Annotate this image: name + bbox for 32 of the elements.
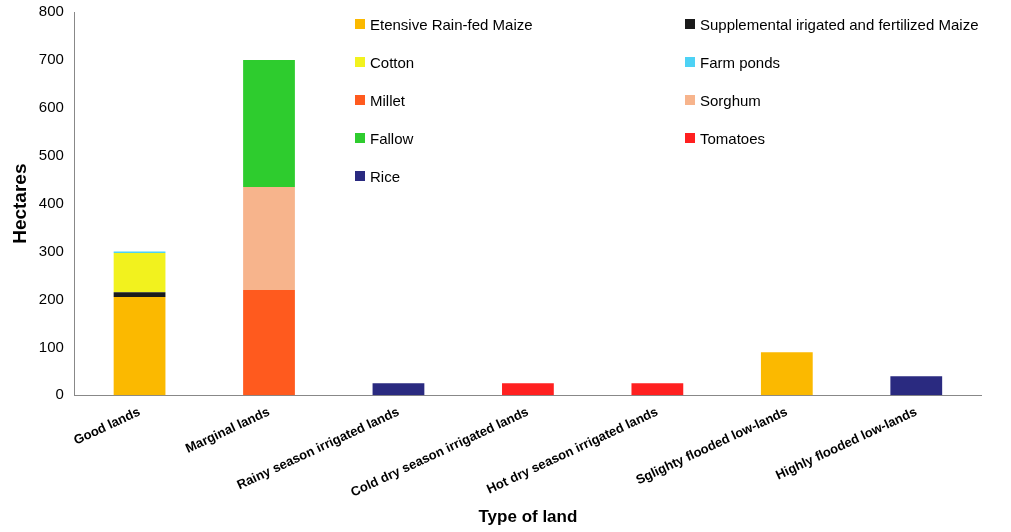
bar — [631, 383, 684, 396]
bar — [113, 297, 166, 396]
y-tick-label: 300 — [38, 241, 64, 259]
x-tick-label: Good lands — [71, 403, 143, 448]
bar — [372, 383, 425, 396]
legend-label: Supplemental irigated and fertilized Maize — [700, 15, 979, 33]
x-axis-title: Type of land — [478, 507, 578, 527]
bar — [502, 383, 554, 396]
y-tick-label: 500 — [38, 145, 64, 163]
legend-label: Etensive Rain-fed Maize — [370, 15, 533, 33]
bar — [113, 292, 166, 298]
y-tick-label: 600 — [38, 97, 64, 115]
bar — [760, 352, 813, 396]
y-tick-label: 800 — [38, 2, 64, 20]
legend-label: Fallow — [370, 129, 414, 147]
y-tick-label: 100 — [38, 337, 64, 355]
y-tick-label: 400 — [38, 193, 64, 211]
bar — [890, 376, 943, 396]
bar — [243, 186, 295, 290]
bar — [113, 253, 166, 293]
legend-label: Farm ponds — [700, 53, 781, 71]
bar — [243, 289, 295, 396]
legend-label: Millet — [370, 91, 406, 109]
legend-label: Cotton — [370, 53, 415, 71]
y-tick-label: 700 — [38, 50, 64, 68]
y-axis-title: Hectares — [8, 163, 30, 244]
bar — [243, 59, 295, 187]
y-tick-label: 0 — [55, 385, 64, 403]
y-tick-label: 200 — [38, 289, 64, 307]
legend-label: Sorghum — [700, 91, 761, 109]
legend-label: Tomatoes — [700, 129, 766, 147]
legend-label: Rice — [370, 167, 401, 185]
